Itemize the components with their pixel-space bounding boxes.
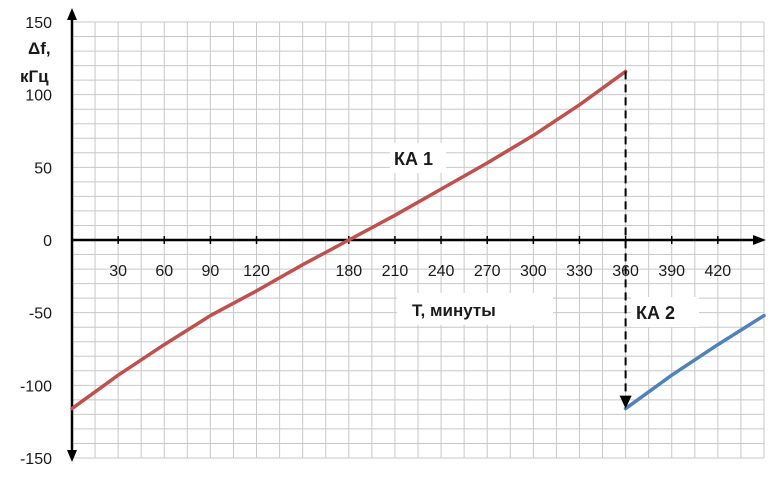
annotation-ka2: КА 2 <box>636 303 675 323</box>
x-tick-label: 390 <box>658 263 685 280</box>
x-tick-label: 210 <box>382 263 409 280</box>
x-tick-label: 120 <box>243 263 270 280</box>
y-tick-label: -50 <box>29 306 52 323</box>
y-tick-label: -100 <box>20 378 52 395</box>
x-tick-label: 330 <box>566 263 593 280</box>
series-ka1-line <box>70 69 628 411</box>
axes <box>67 8 766 462</box>
x-tick-label: 90 <box>202 263 220 280</box>
y-tick-label: 0 <box>43 233 52 250</box>
x-tick-label: 420 <box>705 263 732 280</box>
annotation-ka2-background <box>631 297 699 327</box>
x-axis-title-background <box>397 293 553 325</box>
x-tick-label: 300 <box>520 263 547 280</box>
y-tick-label: 150 <box>25 15 52 32</box>
x-tick-label: 180 <box>335 263 362 280</box>
x-tick-label: 270 <box>474 263 501 280</box>
y-axis-title-line2: кГц <box>20 67 49 86</box>
x-tick-label: 240 <box>428 263 455 280</box>
series <box>70 69 766 411</box>
transition-arrowhead <box>619 395 632 409</box>
y-tick-label: 50 <box>34 160 52 177</box>
annotation-ka1-background <box>390 143 446 173</box>
x-axis-arrow <box>753 235 766 245</box>
annotation-ka1: КА 1 <box>394 149 433 169</box>
y-axis-arrow-top <box>67 8 77 20</box>
y-tick-label: 100 <box>25 88 52 105</box>
y-tick-label: -150 <box>20 451 52 468</box>
x-tick-label: 30 <box>109 263 127 280</box>
x-axis-title: T, минуты <box>412 301 496 320</box>
y-axis-title-line1: Δf, <box>28 39 51 58</box>
series-ka2-line <box>623 313 766 411</box>
y-axis-arrow-bottom <box>67 450 77 462</box>
x-tick-label: 60 <box>155 263 173 280</box>
tick-labels: 150 100 50 0 -50 -100 -150 30 60 90 120 180 210 240 27… <box>20 15 731 468</box>
